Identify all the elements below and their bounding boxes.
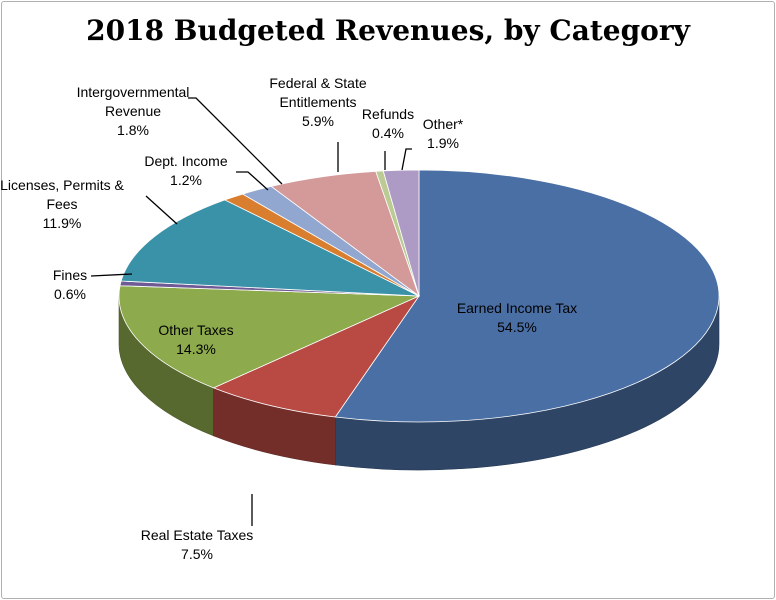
data-label-real-estate-taxes: Real Estate Taxes — [141, 527, 254, 543]
leader-line-licenses-permits-fees — [145, 195, 178, 225]
data-label-earned-income-tax: Earned Income Tax — [457, 300, 577, 316]
data-label-intergovernmental-revenue: Revenue — [105, 103, 161, 119]
leader-line-intergovernmental-revenue — [188, 97, 283, 185]
data-label-refunds: Refunds — [362, 106, 414, 122]
pie-slice-earned-income-tax — [334, 169, 720, 423]
leader-line-dept-income — [236, 171, 269, 191]
data-label-intergovernmental-revenue: Intergovernmental — [77, 84, 190, 100]
pie-slice-licenses-permits-fees — [120, 199, 420, 297]
data-label-value-intergovernmental-revenue: 1.8% — [117, 122, 149, 138]
data-label-value-federal-state-entitlements: 5.9% — [302, 113, 334, 129]
data-label-value-other: 1.9% — [427, 135, 459, 151]
data-label-licenses-permits-fees: Licenses, Permits & — [0, 177, 124, 193]
data-label-value-real-estate-taxes: 7.5% — [181, 546, 213, 562]
pie-slice-real-estate-taxes — [212, 295, 421, 418]
data-label-dept-income: Dept. Income — [144, 153, 227, 169]
leader-line-fines — [90, 273, 133, 277]
data-label-value-other-taxes: 14.3% — [176, 341, 216, 357]
data-label-other-taxes: Other Taxes — [158, 322, 233, 338]
data-label-value-refunds: 0.4% — [372, 125, 404, 141]
data-label-licenses-permits-fees: Fees — [46, 196, 77, 212]
leader-line-other — [401, 148, 412, 171]
data-label-value-licenses-permits-fees: 11.9% — [43, 215, 82, 231]
data-label-value-earned-income-tax: 54.5% — [497, 319, 537, 335]
data-label-federal-state-entitlements: Federal & State — [269, 75, 366, 91]
pie-slice-other — [382, 169, 420, 297]
chart-title: 2018 Budgeted Revenues, by Category — [86, 14, 690, 47]
data-label-fines: Fines — [53, 267, 87, 283]
data-label-other: Other* — [423, 116, 464, 132]
data-label-value-dept-income: 1.2% — [170, 172, 202, 188]
data-label-federal-state-entitlements: Entitlements — [279, 94, 356, 110]
pie-slice-other-taxes — [118, 285, 420, 389]
data-label-value-fines: 0.6% — [54, 286, 86, 302]
